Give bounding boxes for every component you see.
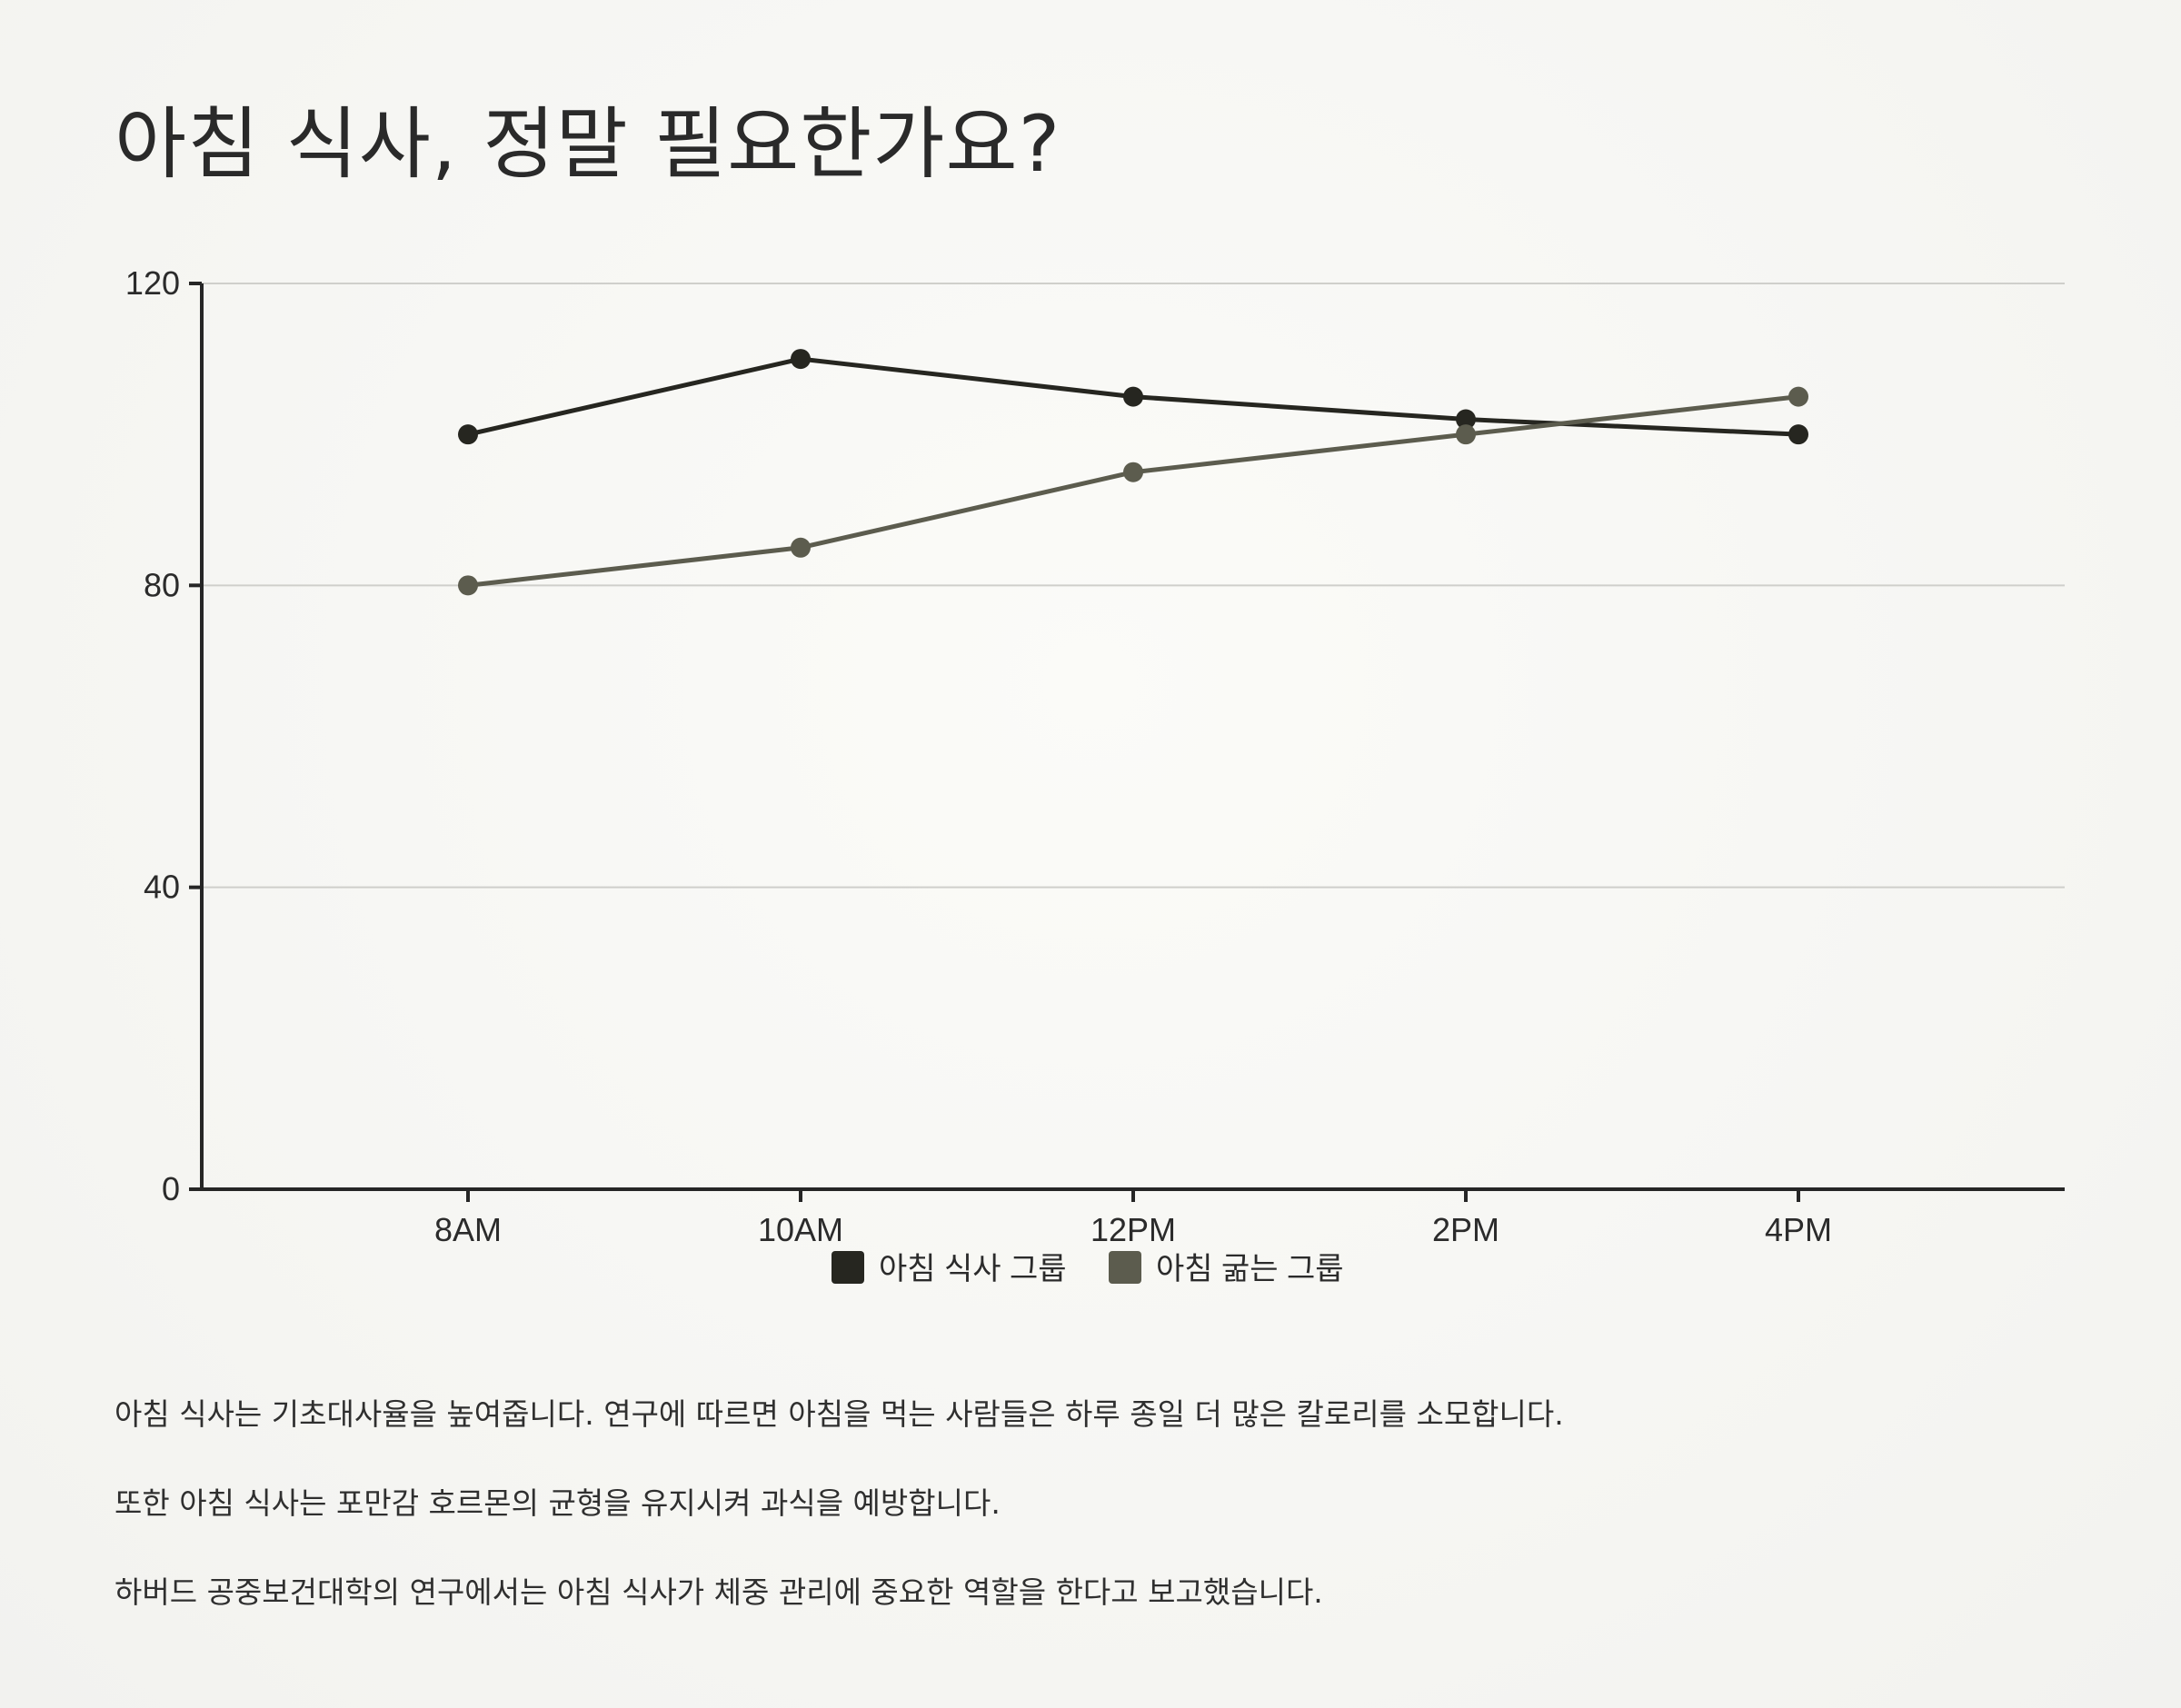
x-tick-label: 10AM (758, 1211, 843, 1248)
description-paragraph-1: 아침 식사는 기초대사율을 높여줍니다. 연구에 따르면 아침을 먹는 사람들은… (115, 1396, 1564, 1432)
y-tick-label: 120 (125, 264, 180, 302)
legend-swatch-1 (832, 1251, 864, 1284)
x-tick-label: 12PM (1090, 1211, 1176, 1248)
legend-swatch-2 (1109, 1251, 1141, 1284)
x-tick-label: 2PM (1432, 1211, 1499, 1248)
y-tick-label: 0 (162, 1170, 180, 1207)
data-point-series-1 (1456, 409, 1476, 430)
chart-legend: 아침 식사 그룹 아침 굶는 그룹 (832, 1251, 1344, 1286)
data-point-series-2 (1123, 462, 1143, 482)
data-point-series-1 (1123, 386, 1143, 407)
y-tick-label: 80 (144, 566, 180, 603)
description-paragraph-3: 하버드 공중보건대학의 연구에서는 아침 식사가 체중 관리에 중요한 역할을 … (115, 1574, 1323, 1610)
line-chart: 0 40 80 120 8AM 10AM 12PM 2PM 4PM 아침 식사 그룹 아침 굶는 … (125, 264, 2065, 1286)
description-paragraph-2: 또한 아침 식사는 포만감 호르몬의 균형을 유지시켜 과식을 예방합니다. (115, 1485, 1001, 1521)
x-tick-label: 4PM (1765, 1211, 1832, 1248)
data-point-series-2 (458, 575, 478, 596)
chart-series (458, 349, 1808, 596)
legend-label-1: 아침 식사 그룹 (879, 1252, 1067, 1286)
data-point-series-2 (791, 537, 811, 558)
chart-axes (189, 282, 2065, 1202)
page-title: 아침 식사, 정말 필요한가요? (115, 99, 1061, 190)
data-point-series-2 (1456, 424, 1476, 445)
data-point-series-1 (458, 424, 478, 445)
data-point-series-2 (1788, 386, 1808, 407)
legend-label-2: 아침 굶는 그룹 (1156, 1252, 1344, 1286)
data-point-series-1 (791, 349, 811, 370)
chart-tick-labels: 0 40 80 120 8AM 10AM 12PM 2PM 4PM (125, 264, 1832, 1248)
chart-gridlines (202, 283, 2065, 889)
data-point-series-1 (1788, 424, 1808, 445)
y-tick-label: 40 (144, 869, 180, 906)
x-tick-label: 8AM (434, 1211, 502, 1248)
